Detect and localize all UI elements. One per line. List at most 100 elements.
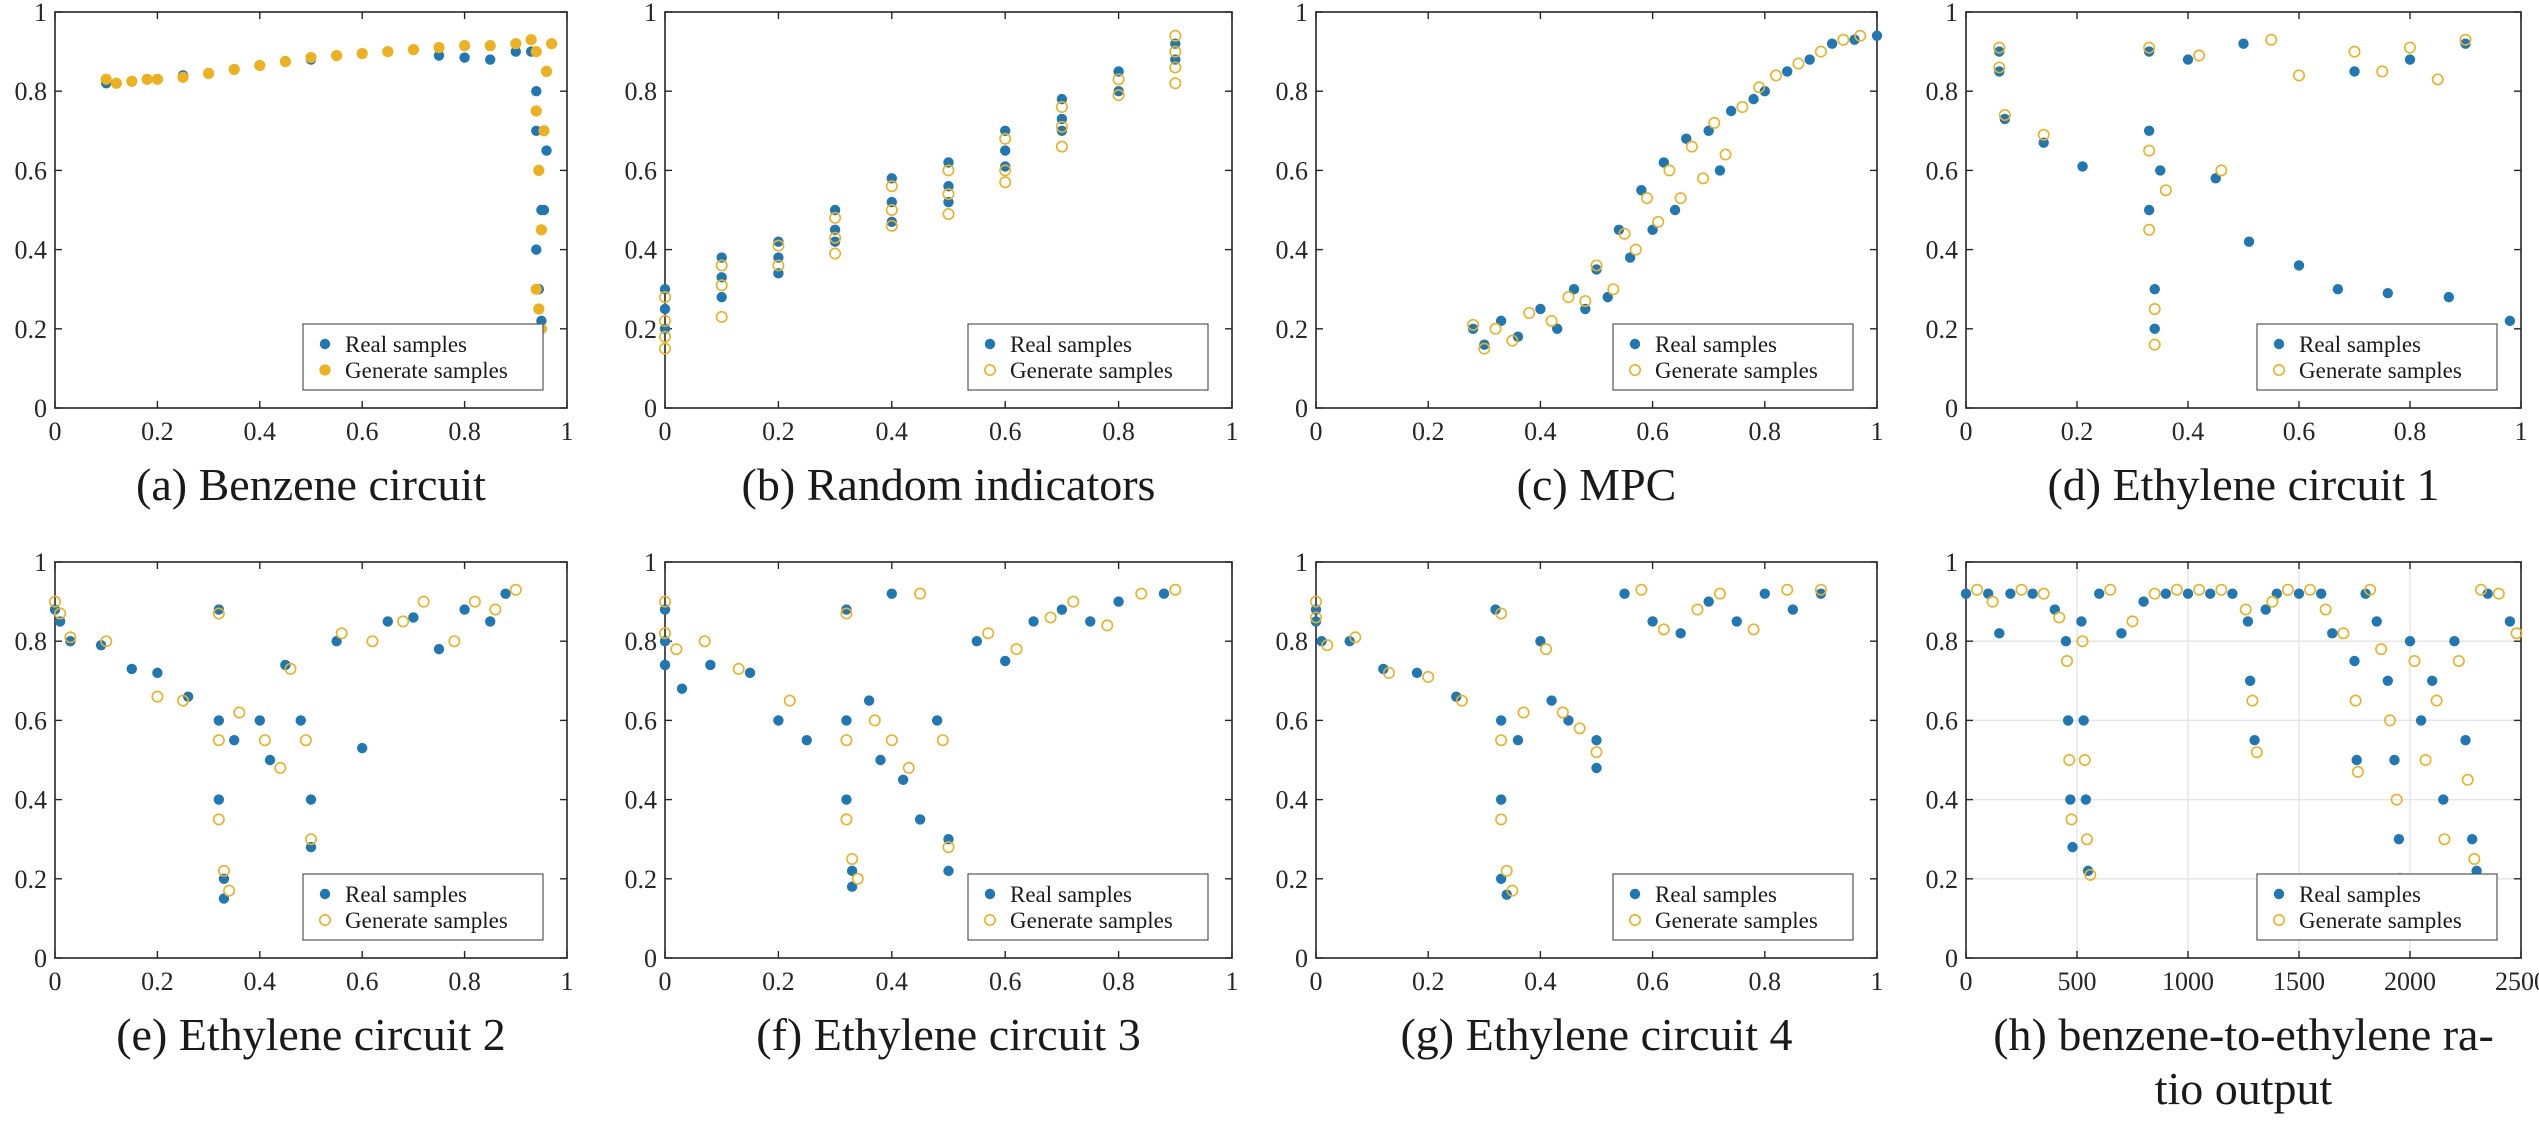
- real-sample-point: [1113, 86, 1124, 97]
- generate-sample-point: [1112, 73, 1125, 86]
- real-sample-point: [485, 616, 496, 627]
- generate-sample-point: [1044, 611, 1057, 624]
- real-sample-point: [897, 774, 909, 785]
- generate-sample-point: [1713, 587, 1726, 600]
- real-sample-point: [773, 236, 784, 247]
- plot-area-frame: [1315, 561, 1878, 959]
- real-sample-point: [433, 643, 445, 655]
- real-sample-point: [2242, 616, 2254, 627]
- generate-sample-point: [1310, 595, 1323, 608]
- generate-sample-point: [538, 125, 550, 137]
- legend-real-marker: [1629, 888, 1641, 900]
- x-tick-label: 0.4: [2172, 417, 2205, 446]
- generate-sample-point: [2148, 587, 2161, 600]
- generate-sample-point: [2143, 223, 2156, 236]
- plot-area-frame: [1315, 11, 1878, 409]
- legend-box: [967, 873, 1209, 941]
- legend-real-marker: [319, 888, 331, 900]
- real-sample-point: [1675, 628, 1686, 639]
- real-sample-point: [1714, 165, 1726, 176]
- generate-sample-point: [1545, 314, 1558, 327]
- y-tick-label: 0.4: [1276, 786, 1309, 815]
- real-sample-point: [2393, 834, 2405, 845]
- generate-sample-point: [223, 884, 236, 897]
- generate-sample-point: [2459, 33, 2472, 46]
- real-sample-point: [676, 683, 688, 694]
- real-sample-point: [1467, 323, 1479, 334]
- generate-sample-point: [2215, 583, 2228, 596]
- legend-real-label: Real samples: [1010, 882, 1132, 907]
- generate-sample-point: [2104, 583, 2117, 596]
- legend-real-marker: [319, 338, 331, 350]
- real-sample-point: [1113, 596, 1124, 607]
- generate-sample-point: [2304, 583, 2317, 596]
- x-tick-label: 0.6: [989, 967, 1022, 996]
- y-tick-label: 0.8: [1276, 627, 1309, 656]
- generate-sample-point: [305, 51, 317, 64]
- generate-sample-point: [2126, 615, 2139, 628]
- real-sample-point: [2160, 588, 2171, 599]
- real-sample-point: [2404, 636, 2416, 647]
- real-sample-point: [2382, 675, 2393, 686]
- generate-sample-point: [382, 46, 394, 58]
- generate-sample-point: [829, 247, 842, 260]
- real-sample-point: [531, 125, 542, 136]
- real-sample-point: [1158, 588, 1170, 599]
- real-sample-point: [2349, 66, 2360, 77]
- real-sample-point: [1748, 93, 1759, 105]
- y-tick-label: 0.2: [1276, 865, 1309, 894]
- legend-box: [302, 873, 544, 941]
- real-sample-point: [1479, 339, 1490, 350]
- generate-sample-point: [459, 40, 471, 52]
- real-sample-point: [295, 715, 306, 726]
- real-sample-point: [1563, 715, 1574, 726]
- real-sample-point: [1994, 46, 2005, 57]
- generate-sample-point: [1495, 607, 1508, 620]
- legend-box: [2256, 323, 2498, 391]
- real-sample-point: [1960, 588, 1972, 599]
- y-tick-label: 0.6: [1926, 706, 1959, 735]
- generate-sample-point: [2510, 627, 2523, 640]
- generate-sample-point: [1500, 864, 1513, 877]
- generate-sample-point: [2148, 302, 2161, 315]
- chart-b: 0 0.2 0.4 0.6 0.8 1 0 0.2 0.4 0.6 0.8 1 Real samples…: [625, 0, 1239, 510]
- x-tick-label: 0.8: [448, 967, 481, 996]
- chart-d: 0 0.2 0.4 0.6 0.8 1 0 0.2 0.4 0.6 0.8 1 Real samples…: [1926, 0, 2528, 510]
- generate-sample-point: [2376, 65, 2389, 78]
- generate-sample-point: [177, 694, 190, 707]
- generate-sample-point: [110, 77, 123, 89]
- generate-sample-point: [2015, 583, 2028, 596]
- legend-generate-label: Generate samples: [1010, 358, 1173, 383]
- generate-sample-point: [1685, 140, 1698, 153]
- x-tick-label: 0.6: [989, 417, 1022, 446]
- real-sample-point: [1994, 66, 2005, 77]
- chart-g: 0 0.2 0.4 0.6 0.8 1 0 0.2 0.4 0.6 0.8 1 Real samples…: [1276, 548, 1884, 1060]
- x-tick-label: 0.8: [1749, 967, 1782, 996]
- generate-sample-point: [2078, 753, 2091, 766]
- real-sample-point: [1787, 604, 1799, 615]
- generate-sample-point: [715, 279, 728, 292]
- real-sample-point: [538, 204, 550, 216]
- y-tick-label: 0.2: [15, 865, 48, 894]
- real-sample-point: [863, 695, 875, 706]
- real-sample-point: [1849, 34, 1860, 45]
- generate-sample-point: [1455, 694, 1468, 707]
- generate-sample-point: [1495, 813, 1508, 826]
- real-sample-point: [2504, 616, 2516, 627]
- y-tick-label: 0.2: [1926, 315, 1959, 344]
- real-sample-point: [459, 52, 470, 63]
- x-tick-label: 2000: [2384, 967, 2436, 996]
- real-sample-point: [2149, 284, 2160, 295]
- generate-sample-point: [2063, 753, 2076, 766]
- generate-sample-point: [942, 188, 955, 201]
- real-sample-point: [1804, 54, 1815, 65]
- x-tick-label: 0.6: [346, 417, 379, 446]
- chart-e: 0 0.2 0.4 0.6 0.8 1 0 0.2 0.4 0.6 0.8 1 Real samples…: [15, 548, 574, 1060]
- generate-sample-point: [304, 833, 317, 846]
- real-sample-point: [1613, 224, 1625, 235]
- y-tick-label: 0.4: [15, 786, 48, 815]
- legend-real-label: Real samples: [1010, 332, 1132, 357]
- real-sample-point: [2404, 54, 2416, 65]
- x-tick-label: 0: [1310, 967, 1323, 996]
